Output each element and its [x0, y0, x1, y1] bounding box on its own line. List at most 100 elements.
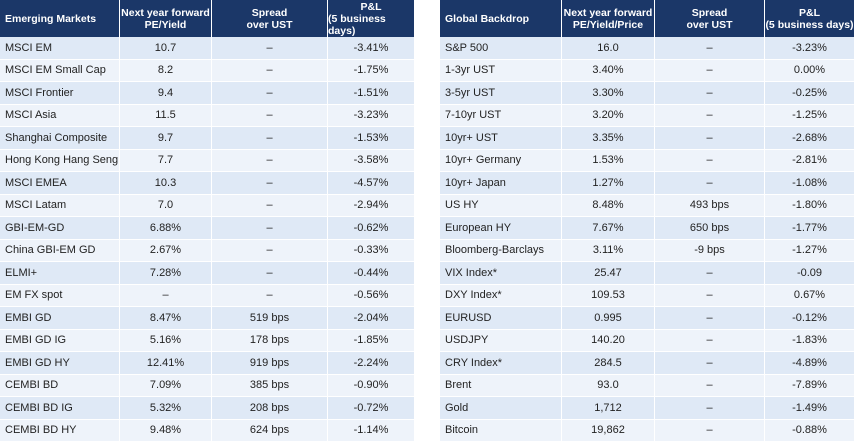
cell-value: 0.00% [765, 59, 855, 82]
cell-value: -0.90% [328, 374, 415, 397]
row-label: 10yr+ UST [440, 127, 562, 150]
cell-value: -1.83% [765, 329, 855, 352]
cell-value: 284.5 [562, 352, 655, 375]
cell-value: 7.0 [120, 194, 212, 217]
cell-value: – [212, 239, 328, 262]
cell-value: 10.7 [120, 37, 212, 60]
cell-value: – [655, 374, 765, 397]
cell-value: 19,862 [562, 419, 655, 442]
column-header: Next year forward PE/Yield [120, 0, 212, 37]
header-line: (5 business days) [328, 12, 386, 37]
cell-value: -2.04% [328, 307, 415, 330]
cell-value: 25.47 [562, 262, 655, 285]
row-label: USDJPY [440, 329, 562, 352]
column-header: Next year forward PE/Yield/Price [562, 0, 655, 37]
cell-value: -1.25% [765, 104, 855, 127]
header-line: Emerging Markets [5, 12, 97, 25]
header-line: Next year forward [563, 6, 653, 19]
header-line: P&L [799, 6, 820, 19]
cell-value: 5.16% [120, 329, 212, 352]
cell-value: -1.75% [328, 59, 415, 82]
row-label: VIX Index* [440, 262, 562, 285]
header-line: (5 business days) [765, 18, 854, 31]
cell-value: 7.7 [120, 149, 212, 172]
row-label: Bitcoin [440, 419, 562, 442]
global-backdrop-table: Global Backdrop Next year forward PE/Yield… [440, 0, 855, 442]
column-header: Spread over UST [655, 0, 765, 37]
cell-value: 9.7 [120, 127, 212, 150]
row-label: 7-10yr UST [440, 104, 562, 127]
cell-value: 3.30% [562, 82, 655, 105]
cell-value: 2.67% [120, 239, 212, 262]
row-label: EMBI GD [0, 307, 120, 330]
row-label: MSCI EMEA [0, 172, 120, 195]
cell-value: -0.56% [328, 284, 415, 307]
cell-value: 3.35% [562, 127, 655, 150]
cell-value: – [655, 329, 765, 352]
cell-value: – [655, 149, 765, 172]
row-label: S&P 500 [440, 37, 562, 60]
header-line: PE/Yield/Price [572, 18, 644, 31]
cell-value: 5.32% [120, 397, 212, 420]
cell-value: 1.27% [562, 172, 655, 195]
cell-value: -0.25% [765, 82, 855, 105]
cell-value: -2.68% [765, 127, 855, 150]
row-label: EMBI GD IG [0, 329, 120, 352]
cell-value: -1.51% [328, 82, 415, 105]
cell-value: -0.44% [328, 262, 415, 285]
header-line: over UST [246, 18, 293, 31]
row-label: MSCI EM [0, 37, 120, 60]
cell-value: -7.89% [765, 374, 855, 397]
row-label: 1-3yr UST [440, 59, 562, 82]
cell-value: 178 bps [212, 329, 328, 352]
column-header: P&L (5 business days) [328, 0, 415, 37]
cell-value: -1.49% [765, 397, 855, 420]
cell-value: – [212, 82, 328, 105]
column-header: Spread over UST [212, 0, 328, 37]
cell-value: -1.14% [328, 419, 415, 442]
cell-value: 3.20% [562, 104, 655, 127]
header-line: Global Backdrop [445, 12, 530, 25]
row-label: MSCI Frontier [0, 82, 120, 105]
cell-value: 8.2 [120, 59, 212, 82]
cell-value: 0.67% [765, 284, 855, 307]
cell-value: – [655, 284, 765, 307]
cell-value: 16.0 [562, 37, 655, 60]
cell-value: -1.53% [328, 127, 415, 150]
row-label: Bloomberg-Barclays [440, 239, 562, 262]
cell-value: -0.12% [765, 307, 855, 330]
column-header: Global Backdrop [440, 0, 562, 37]
cell-value: -0.88% [765, 419, 855, 442]
cell-value: – [212, 127, 328, 150]
row-label: Brent [440, 374, 562, 397]
cell-value: -0.09 [765, 262, 855, 285]
cell-value: 493 bps [655, 194, 765, 217]
cell-value: 0.995 [562, 307, 655, 330]
row-label: GBI-EM-GD [0, 217, 120, 240]
cell-value: -4.89% [765, 352, 855, 375]
row-label: CEMBI BD IG [0, 397, 120, 420]
cell-value: 7.28% [120, 262, 212, 285]
column-header: P&L (5 business days) [765, 0, 855, 37]
cell-value: 1,712 [562, 397, 655, 420]
cell-value: – [655, 127, 765, 150]
cell-value: 385 bps [212, 374, 328, 397]
header-line: Spread [251, 6, 288, 19]
cell-value: 9.48% [120, 419, 212, 442]
cell-value: 140.20 [562, 329, 655, 352]
header-line: Spread [691, 6, 728, 19]
cell-value: -2.24% [328, 352, 415, 375]
cell-value: -4.57% [328, 172, 415, 195]
cell-value: 8.47% [120, 307, 212, 330]
row-label: US HY [440, 194, 562, 217]
cell-value: 1.53% [562, 149, 655, 172]
cell-value: – [655, 37, 765, 60]
cell-value: 12.41% [120, 352, 212, 375]
cell-value: – [212, 104, 328, 127]
cell-value: -0.62% [328, 217, 415, 240]
cell-value: -3.23% [328, 104, 415, 127]
cell-value: – [212, 284, 328, 307]
cell-value: 11.5 [120, 104, 212, 127]
row-label: CEMBI BD [0, 374, 120, 397]
header-line: PE/Yield [144, 18, 187, 31]
